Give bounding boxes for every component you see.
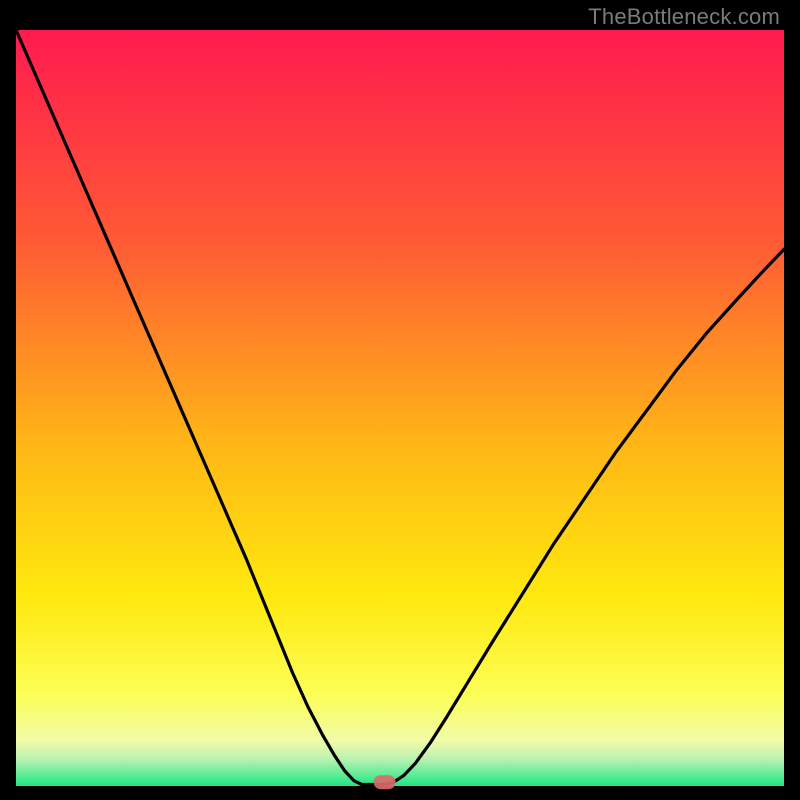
outer-frame: TheBottleneck.com	[0, 0, 800, 800]
bottleneck-curve	[16, 30, 784, 784]
watermark-text: TheBottleneck.com	[588, 4, 780, 30]
minimum-marker	[374, 775, 396, 789]
chart-plot-area	[16, 30, 784, 786]
chart-svg	[16, 30, 784, 786]
